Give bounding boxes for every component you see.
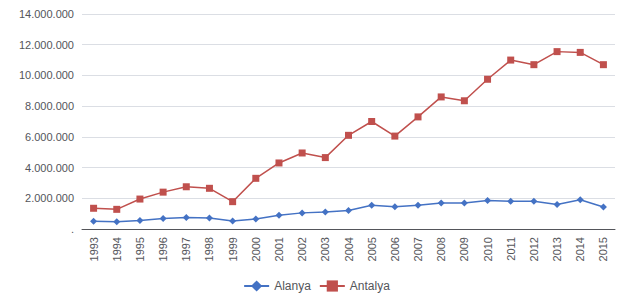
svg-text:2009: 2009 [458, 237, 470, 261]
svg-text:12.000.000: 12.000.000 [19, 39, 74, 51]
svg-text:1997: 1997 [180, 237, 192, 261]
svg-text:10.000.000: 10.000.000 [19, 69, 74, 81]
svg-text:2.000.000: 2.000.000 [25, 192, 74, 204]
svg-text:2014: 2014 [574, 237, 586, 261]
svg-text:Alanya: Alanya [274, 279, 311, 293]
svg-text:2004: 2004 [343, 237, 355, 261]
svg-text:2015: 2015 [597, 237, 609, 261]
svg-text:2012: 2012 [528, 237, 540, 261]
svg-text:2010: 2010 [482, 237, 494, 261]
svg-text:2008: 2008 [435, 237, 447, 261]
svg-text:2011: 2011 [505, 237, 517, 261]
svg-text:1995: 1995 [134, 237, 146, 261]
svg-text:2002: 2002 [296, 237, 308, 261]
svg-text:2000: 2000 [250, 237, 262, 261]
svg-text:8.000.000: 8.000.000 [25, 100, 74, 112]
svg-text:14.000.000: 14.000.000 [19, 8, 74, 20]
svg-text:1999: 1999 [227, 237, 239, 261]
svg-text:2005: 2005 [366, 237, 378, 261]
svg-text:2013: 2013 [551, 237, 563, 261]
svg-text:.: . [71, 223, 74, 235]
svg-text:2006: 2006 [389, 237, 401, 261]
svg-text:4.000.000: 4.000.000 [25, 162, 74, 174]
svg-text:2003: 2003 [319, 237, 331, 261]
svg-text:1998: 1998 [203, 237, 215, 261]
svg-text:2007: 2007 [412, 237, 424, 261]
svg-text:6.000.000: 6.000.000 [25, 131, 74, 143]
svg-text:1996: 1996 [157, 237, 169, 261]
svg-text:1994: 1994 [111, 237, 123, 261]
svg-text:2001: 2001 [273, 237, 285, 261]
svg-text:Antalya: Antalya [350, 279, 390, 293]
svg-text:1993: 1993 [88, 237, 100, 261]
